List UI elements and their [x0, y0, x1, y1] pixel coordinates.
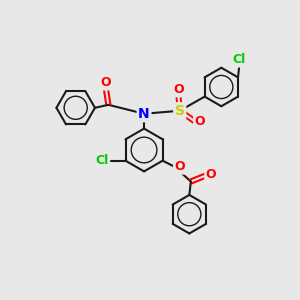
Text: O: O: [173, 83, 184, 96]
Text: Cl: Cl: [233, 53, 246, 66]
Text: O: O: [195, 115, 205, 128]
Text: O: O: [175, 160, 185, 173]
Text: O: O: [100, 76, 111, 89]
Text: N: N: [138, 107, 150, 121]
Text: Cl: Cl: [95, 154, 108, 167]
Text: O: O: [206, 168, 216, 181]
Text: S: S: [175, 104, 185, 118]
